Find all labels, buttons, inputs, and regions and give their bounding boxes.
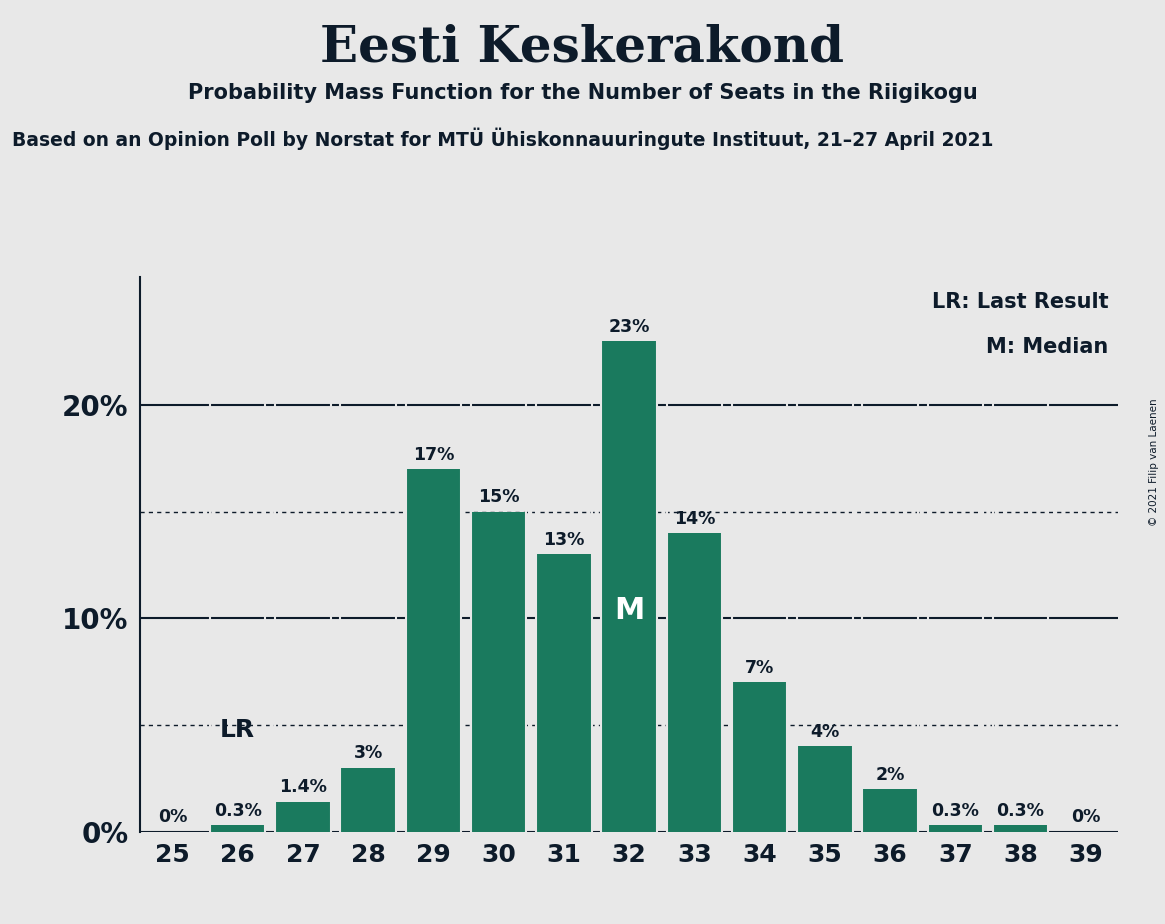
Text: 0.3%: 0.3% <box>996 802 1045 820</box>
Bar <box>993 825 1048 832</box>
Bar <box>536 554 592 832</box>
Text: 4%: 4% <box>810 723 840 741</box>
Bar <box>862 789 918 832</box>
Text: Based on an Opinion Poll by Norstat for MTÜ Ühiskonnauuringute Instituut, 21–27 : Based on an Opinion Poll by Norstat for … <box>12 128 993 150</box>
Text: 0.3%: 0.3% <box>931 802 980 820</box>
Text: 0.3%: 0.3% <box>213 802 262 820</box>
Bar <box>275 802 331 832</box>
Text: M: M <box>614 596 644 626</box>
Bar <box>666 533 722 832</box>
Text: 2%: 2% <box>875 766 905 784</box>
Text: Eesti Keskerakond: Eesti Keskerakond <box>320 23 845 72</box>
Text: 7%: 7% <box>744 659 775 677</box>
Text: © 2021 Filip van Laenen: © 2021 Filip van Laenen <box>1149 398 1159 526</box>
Bar <box>927 825 983 832</box>
Bar <box>405 469 461 832</box>
Bar <box>210 825 266 832</box>
Bar <box>340 768 396 832</box>
Text: 23%: 23% <box>608 318 650 335</box>
Text: M: Median: M: Median <box>987 337 1109 357</box>
Text: 13%: 13% <box>543 531 585 549</box>
Text: 3%: 3% <box>353 745 383 762</box>
Text: LR: Last Result: LR: Last Result <box>932 292 1109 312</box>
Text: 15%: 15% <box>478 489 520 506</box>
Text: 0%: 0% <box>157 808 188 826</box>
Text: 1.4%: 1.4% <box>278 778 327 796</box>
Bar <box>797 747 853 832</box>
Text: 14%: 14% <box>673 510 715 528</box>
Text: LR: LR <box>220 718 255 742</box>
Text: Probability Mass Function for the Number of Seats in the Riigikogu: Probability Mass Function for the Number… <box>188 83 977 103</box>
Text: 0%: 0% <box>1071 808 1101 826</box>
Bar <box>732 682 788 832</box>
Bar <box>601 341 657 832</box>
Bar <box>471 512 527 832</box>
Text: 17%: 17% <box>412 445 454 464</box>
